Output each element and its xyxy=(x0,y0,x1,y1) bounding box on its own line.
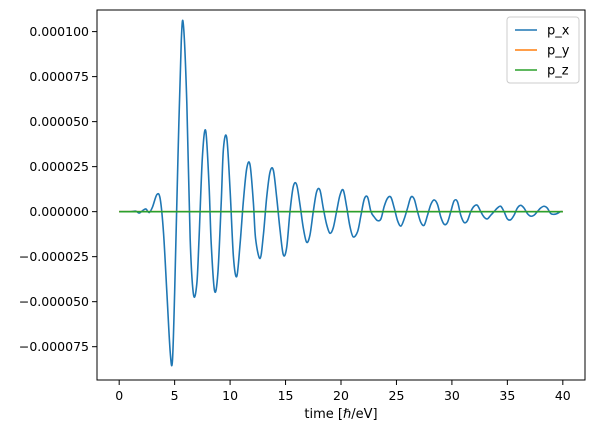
x-tick-label: 15 xyxy=(278,388,294,403)
x-tick-label: 40 xyxy=(555,388,571,403)
series-line-p-x xyxy=(119,19,563,367)
x-axis-label: time [ℏ/eV] xyxy=(304,407,377,422)
x-tick-label: 10 xyxy=(222,388,238,403)
y-tick-label: 0.000050 xyxy=(29,114,89,129)
legend-box xyxy=(506,16,580,84)
x-tick-label: 35 xyxy=(499,388,515,403)
y-tick-label: 0.000100 xyxy=(29,24,89,39)
y-axis-ticks: −0.000075 −0.000050 −0.000025 0.000000 0.000… xyxy=(19,24,97,354)
plot-frame xyxy=(96,9,586,381)
legend-label: p_y xyxy=(547,44,570,59)
legend-label: p_x xyxy=(547,24,570,39)
y-tick-label: 0.000075 xyxy=(29,69,89,84)
y-tick-label: 0.000000 xyxy=(29,204,89,219)
x-axis-ticks: 0 5 10 15 20 25 30 35 40 xyxy=(115,380,571,403)
plot-area xyxy=(119,19,563,367)
y-tick-label: −0.000025 xyxy=(19,249,89,264)
x-tick-label: 0 xyxy=(115,388,123,403)
x-tick-label: 5 xyxy=(171,388,179,403)
x-tick-label: 25 xyxy=(389,388,405,403)
x-tick-label: 20 xyxy=(333,388,349,403)
legend: p_x p_y p_z xyxy=(506,16,580,84)
y-tick-label: −0.000050 xyxy=(19,294,89,309)
legend-label: p_z xyxy=(547,64,569,79)
y-tick-label: −0.000075 xyxy=(19,339,89,354)
x-tick-label: 30 xyxy=(444,388,460,403)
y-tick-label: 0.000025 xyxy=(29,159,89,174)
